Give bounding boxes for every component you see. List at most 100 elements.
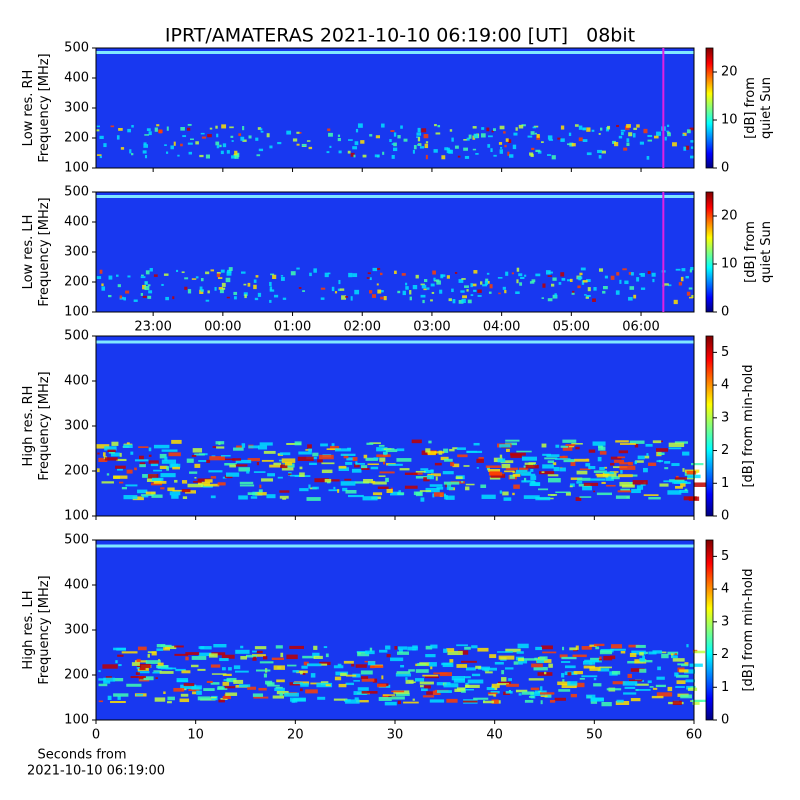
heatmap-texture (572, 654, 587, 658)
heatmap-texture (545, 270, 551, 275)
heatmap-texture (651, 272, 656, 277)
colorbar-tick-label: 20 (721, 65, 738, 80)
heatmap-texture (630, 272, 634, 276)
heatmap-texture (541, 471, 545, 474)
heatmap-texture (169, 491, 181, 496)
heatmap-texture (516, 651, 524, 654)
heatmap-texture (685, 275, 689, 279)
heatmap-texture (144, 281, 148, 285)
heatmap-texture (375, 135, 381, 139)
heatmap-texture (428, 440, 432, 444)
heatmap-texture (282, 297, 287, 300)
heatmap-texture (373, 457, 379, 460)
heatmap-texture (139, 676, 154, 681)
heatmap-texture (412, 698, 415, 701)
heatmap-texture (617, 456, 626, 459)
heatmap-texture (271, 657, 285, 660)
heatmap-texture (664, 136, 667, 141)
heatmap-texture (680, 483, 686, 487)
heatmap-texture (337, 288, 341, 291)
heatmap-texture (444, 458, 453, 462)
heatmap-texture (560, 138, 565, 142)
heatmap-texture (472, 148, 477, 151)
heatmap-texture (203, 483, 220, 487)
heatmap-texture (505, 690, 513, 694)
heatmap-texture (142, 150, 147, 154)
heatmap-texture (639, 657, 646, 662)
heatmap-texture (289, 645, 305, 649)
heatmap-texture (679, 489, 689, 493)
colorbar-label-line: [dB] from min-hold (741, 364, 756, 487)
heatmap-texture (376, 447, 388, 452)
heatmap-texture (586, 279, 591, 282)
heatmap-texture (147, 474, 159, 479)
x-tick-label: 00:00 (204, 320, 241, 335)
heatmap-texture (499, 149, 503, 154)
heatmap-texture (463, 147, 468, 151)
heatmap-texture (273, 294, 279, 298)
heatmap-texture (417, 127, 421, 133)
heatmap-texture (149, 267, 153, 272)
heatmap-texture (657, 666, 661, 671)
heatmap-texture (530, 475, 537, 480)
heatmap-texture (337, 134, 341, 137)
heatmap-texture (296, 131, 300, 134)
heatmap-texture (281, 458, 296, 463)
heatmap-texture (513, 132, 518, 136)
heatmap-texture (463, 139, 468, 141)
heatmap-texture (544, 694, 552, 698)
heatmap-texture (599, 451, 607, 455)
heatmap-texture (155, 677, 158, 680)
heatmap-texture (279, 490, 290, 493)
y-tick-label: 200 (64, 668, 89, 683)
heatmap-texture (466, 450, 478, 453)
heatmap-texture (652, 687, 658, 690)
heatmap-texture (367, 463, 379, 466)
heatmap-texture (316, 682, 333, 688)
heatmap-texture (148, 447, 152, 452)
heatmap-texture (299, 472, 305, 477)
heatmap-texture (530, 468, 534, 472)
heatmap-texture (145, 491, 156, 495)
heatmap-texture (457, 155, 461, 158)
heatmap-texture (443, 648, 448, 653)
heatmap-texture (224, 686, 236, 689)
heatmap-texture (581, 646, 592, 650)
heatmap-texture (547, 474, 559, 477)
heatmap-texture (562, 446, 573, 451)
heatmap-texture (413, 145, 417, 150)
heatmap-texture (310, 673, 316, 678)
heatmap-texture (451, 288, 454, 293)
heatmap-texture (247, 686, 257, 690)
heatmap-texture (463, 688, 474, 691)
heatmap-texture (240, 136, 245, 141)
heatmap-texture (302, 144, 307, 147)
heatmap-texture (639, 141, 644, 145)
heatmap-texture (259, 128, 263, 131)
heatmap-texture (604, 466, 608, 469)
heatmap-texture (615, 495, 630, 499)
heatmap-texture (176, 680, 189, 682)
heatmap-texture (390, 130, 395, 132)
heatmap-texture (675, 674, 689, 678)
heatmap-texture (497, 277, 503, 279)
heatmap-texture (570, 461, 576, 467)
heatmap-texture (181, 271, 185, 274)
heatmap-texture (563, 459, 575, 463)
heatmap-texture (270, 273, 275, 276)
heatmap-texture (254, 646, 267, 650)
heatmap-texture (557, 137, 561, 140)
heatmap-texture (289, 697, 306, 702)
y-axis-label-line: Low res. LH (21, 215, 36, 290)
heatmap-texture (599, 656, 602, 661)
heatmap-texture (541, 645, 553, 650)
heatmap-texture (99, 155, 102, 159)
heatmap-texture (443, 493, 447, 497)
heatmap-texture (208, 470, 223, 473)
heatmap-texture (376, 283, 379, 286)
y-axis-label: High res. LHFrequency [MHz] (21, 575, 52, 684)
heatmap-texture (217, 686, 224, 690)
heatmap-texture (293, 682, 303, 684)
heatmap-texture (228, 667, 232, 671)
heatmap-texture (397, 651, 410, 655)
